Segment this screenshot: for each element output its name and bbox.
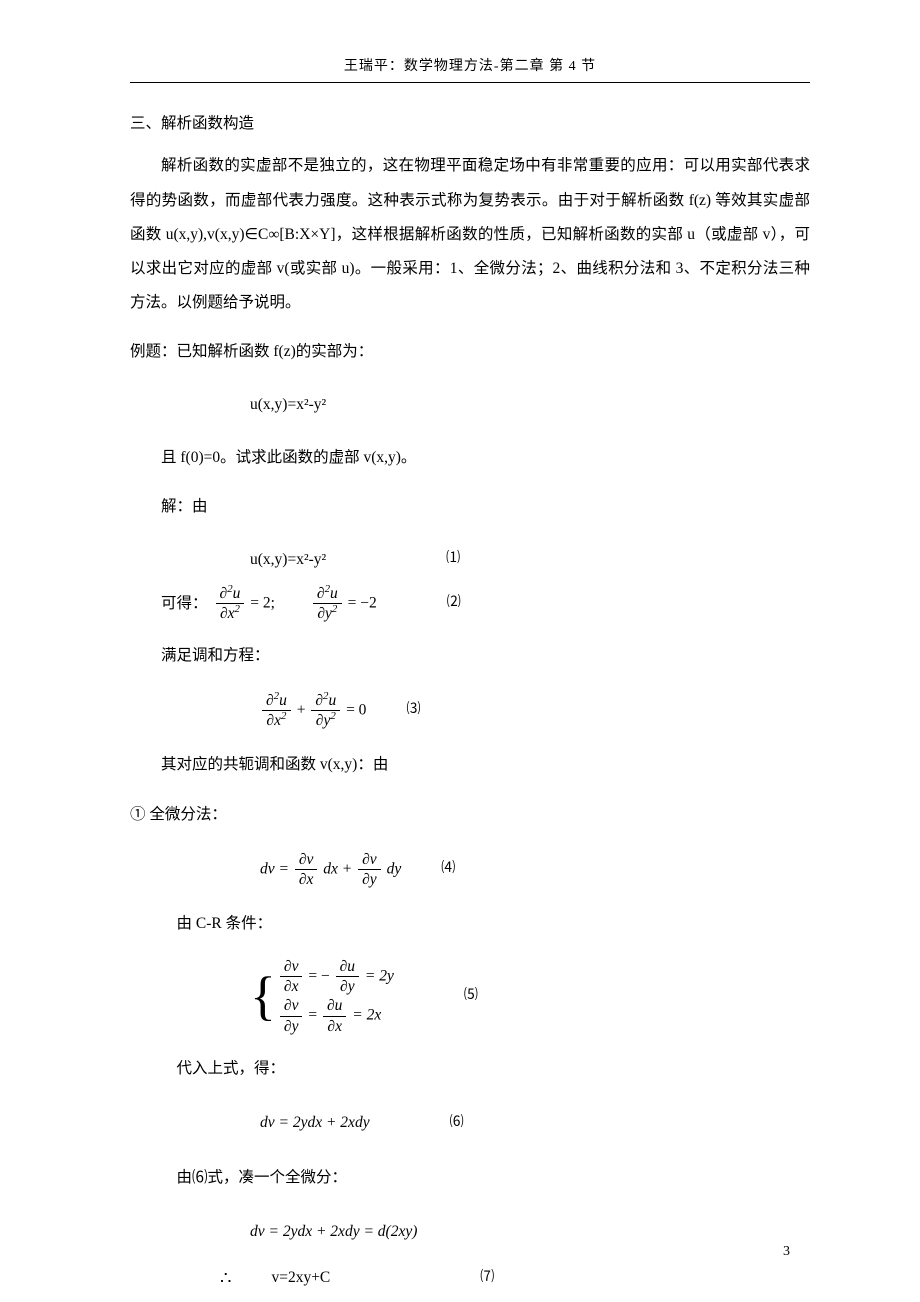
therefore-symbol: ∴: [220, 1259, 231, 1299]
eq3-body: ∂2u∂x2 + ∂2u∂y2 = 0: [260, 691, 366, 731]
page-number: 3: [783, 1237, 790, 1268]
equation-5: { ∂v∂x = − ∂u∂y = 2y ∂v∂y = ∂u∂x = 2x ⑸: [250, 957, 810, 1037]
equation-6: dv = 2ydx + 2xdy ⑹: [260, 1101, 810, 1145]
equation-3: ∂2u∂x2 + ∂2u∂y2 = 0 ⑶: [260, 689, 810, 733]
eq3-number: ⑶: [406, 695, 420, 726]
eq1-body: u(x,y)=x²-y²: [250, 543, 326, 577]
example-label: 例题：已知解析函数 f(z)的实部为：: [130, 335, 810, 369]
eq6b-body: dv = 2ydx + 2xdy = d(2xy): [250, 1215, 417, 1249]
eq1-number: ⑴: [446, 544, 460, 575]
eq5-number: ⑸: [464, 981, 478, 1012]
eq5a-rhs: = 2y: [365, 967, 394, 984]
equation-7: ∴ v=2xy+C ⑺: [220, 1258, 810, 1298]
equation-1: u(x,y)=x²-y² ⑴: [250, 540, 810, 580]
substitute-label: 代入上式，得：: [177, 1052, 811, 1086]
equation-4: dv = ∂v∂x dx + ∂v∂y dy ⑷: [260, 848, 810, 892]
dx-label: dx +: [323, 860, 352, 877]
page-header: 王瑞平：数学物理方法-第二章 第 4 节: [130, 56, 810, 78]
eq6-number: ⑹: [450, 1108, 464, 1139]
condition-line: 且 f(0)=0。试求此函数的虚部 v(x,y)。: [161, 441, 810, 475]
intro-paragraph: 解析函数的实虚部不是独立的，这在物理平面稳定场中有非常重要的应用：可以用实部代表…: [130, 149, 810, 319]
equation-u-def: u(x,y)=x²-y²: [250, 385, 810, 425]
eq2b: ∂2u∂y2 = −2: [311, 584, 377, 624]
header-rule: [130, 82, 810, 83]
eq2a-rhs: = 2;: [250, 594, 275, 611]
page: 王瑞平：数学物理方法-第二章 第 4 节 三、解析函数构造 解析函数的实虚部不是…: [0, 0, 920, 1302]
method-1-label: ① 全微分法：: [130, 798, 810, 832]
cr-condition-label: 由 C-R 条件：: [177, 907, 811, 941]
eq4-number: ⑷: [441, 854, 455, 885]
section-heading: 三、解析函数构造: [130, 107, 810, 141]
eq5b-rhs: = 2x: [352, 1007, 381, 1024]
total-diff-label: 由⑹式，凑一个全微分：: [177, 1161, 811, 1195]
eq5-system: { ∂v∂x = − ∂u∂y = 2y ∂v∂y = ∂u∂x = 2x: [250, 957, 394, 1037]
eq2-number: ⑵: [447, 588, 461, 619]
eq2a: ∂2u∂x2 = 2;: [214, 584, 275, 624]
harmonic-label: 满足调和方程：: [161, 639, 810, 673]
equation-6b: dv = 2ydx + 2xdy = d(2xy): [250, 1210, 810, 1254]
dy-label: dy: [387, 860, 402, 877]
solution-start: 解：由: [161, 490, 810, 524]
conjugate-line: 其对应的共轭调和函数 v(x,y)：由: [161, 748, 810, 782]
equation-2-row: 可得： ∂2u∂x2 = 2; ∂2u∂y2 = −2 ⑵: [161, 584, 810, 624]
eq7-number: ⑺: [480, 1263, 494, 1294]
kede-label: 可得：: [161, 587, 208, 621]
eq7-body: v=2xy+C: [271, 1261, 330, 1295]
eq-u-text: u(x,y)=x²-y²: [250, 388, 326, 422]
eq2b-rhs: = −2: [348, 594, 377, 611]
eq6-body: dv = 2ydx + 2xdy: [260, 1106, 370, 1140]
dv-label: dv =: [260, 860, 289, 877]
eq4-body: dv = ∂v∂x dx + ∂v∂y dy: [260, 850, 401, 890]
eq3-rhs: = 0: [346, 701, 366, 718]
